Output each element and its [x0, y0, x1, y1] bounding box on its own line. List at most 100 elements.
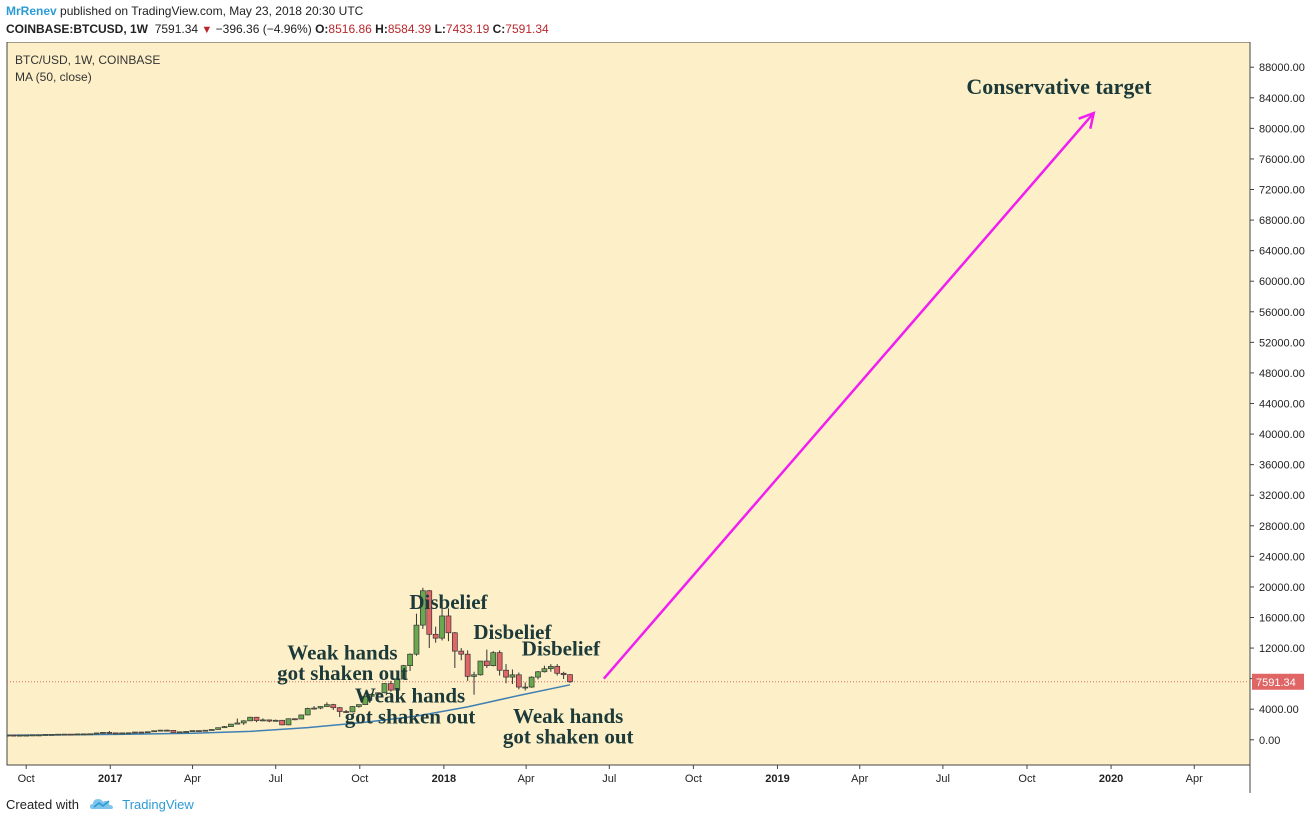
ohlc-line: COINBASE:BTCUSD, 1W 7591.34 ▼ −396.36 (−…	[6, 22, 549, 36]
x-tick-label: Jul	[602, 773, 616, 785]
plot-layer	[7, 587, 1250, 737]
high-label: H:	[375, 22, 388, 36]
plot-area[interactable]	[6, 42, 1251, 766]
candle-down	[253, 716, 260, 722]
y-tick-label: 84000.00	[1259, 93, 1305, 105]
candle-up	[144, 731, 151, 734]
legend-symbol[interactable]: BTC/USD, 1W, COINBASE	[15, 53, 160, 67]
x-tick-label: Apr	[518, 773, 535, 785]
candle-up	[304, 708, 311, 716]
x-tick-label: 2017	[98, 773, 122, 785]
x-axis[interactable]: Oct 2017 Apr Jul Oct 2018 Apr Jul Oct 2019 Apr Jul O…	[18, 765, 1204, 785]
candle-up	[74, 733, 81, 736]
candle-down	[560, 672, 567, 676]
candle-down	[330, 704, 337, 709]
y-tick-label: 88000.00	[1259, 62, 1305, 74]
close-value: 7591.34	[505, 22, 549, 36]
high-value: 8584.39	[387, 22, 432, 36]
open-label: O:	[315, 22, 329, 36]
candle-up	[119, 732, 126, 735]
footer: Created with TradingView	[6, 797, 194, 814]
price-chart[interactable]: 88000.00 84000.00 80000.00 76000.00 72000.00…	[0, 42, 1315, 793]
legend-ma[interactable]: MA (50, close)	[15, 70, 92, 84]
last-price-box	[1252, 673, 1304, 690]
candle-down	[336, 707, 343, 712]
x-tick-label: Oct	[685, 773, 702, 785]
candle-up	[247, 716, 253, 722]
y-tick-label: 20000.00	[1259, 582, 1305, 594]
last-price-label: 7591.34	[1256, 677, 1296, 689]
candle-up	[356, 704, 362, 707]
candle-up	[311, 707, 317, 710]
candle-up	[541, 668, 548, 673]
candle-down	[343, 711, 349, 713]
annotation-label: got shaken out	[277, 661, 408, 685]
annotation-label: Disbelief	[473, 620, 552, 644]
y-tick-label: 48000.00	[1259, 368, 1305, 380]
y-tick-label: 52000.00	[1259, 337, 1305, 349]
last-price-tag: 7591.34	[1252, 673, 1304, 690]
y-tick-label: 72000.00	[1259, 185, 1305, 197]
annotation-label: got shaken out	[345, 705, 476, 729]
candle-up	[221, 726, 228, 729]
annotation-label: got shaken out	[503, 725, 634, 749]
candle-up	[100, 732, 106, 734]
candle-down	[10, 734, 17, 737]
y-tick-label: 40000.00	[1259, 429, 1305, 441]
target-arrow	[602, 112, 1095, 680]
candle-up	[42, 734, 49, 736]
y-tick-label: 4000.00	[1259, 704, 1299, 716]
candle-down	[464, 653, 471, 677]
candle-down	[554, 666, 561, 674]
candle-up	[375, 692, 381, 695]
x-tick-label: Oct	[351, 773, 368, 785]
y-axis[interactable]: 88000.00 84000.00 80000.00 76000.00 72000.00…	[1250, 62, 1305, 747]
created-with-label: Created with	[6, 797, 79, 812]
x-tick-label: Oct	[18, 773, 35, 785]
candle-up	[93, 732, 100, 735]
candle-up	[522, 686, 529, 689]
close-label: C:	[492, 22, 506, 36]
candle-up	[400, 665, 407, 680]
candle-down	[164, 729, 170, 732]
symbol-label[interactable]: COINBASE:BTCUSD, 1W	[6, 22, 149, 36]
x-tick-label: Jul	[269, 773, 283, 785]
author-link[interactable]: MrRenev	[6, 4, 57, 18]
candle-down	[279, 719, 285, 726]
candle-up	[48, 734, 55, 736]
candle-up	[61, 733, 68, 736]
candle-up	[189, 730, 196, 732]
candle-up	[215, 727, 221, 730]
candle-down	[426, 590, 433, 635]
annotations[interactable]: Conservative targetDisbeliefDisbeliefDis…	[277, 74, 1152, 749]
candle-up	[260, 719, 266, 722]
publish-info: published on TradingView.com, May 23, 20…	[60, 4, 364, 18]
candle-up	[157, 729, 164, 732]
y-tick-label: 32000.00	[1259, 490, 1305, 502]
x-tick-label: 2020	[1099, 773, 1123, 785]
candle-up	[125, 732, 132, 735]
candle-up	[439, 615, 445, 639]
candle-up	[368, 693, 375, 697]
candle-up	[509, 674, 516, 678]
x-tick-label: Jul	[936, 773, 950, 785]
x-tick-label: Apr	[1186, 773, 1203, 785]
x-tick-label: 2018	[432, 773, 456, 785]
candle-up	[183, 731, 189, 733]
candle-up	[324, 704, 330, 707]
tradingview-logo-icon	[89, 797, 115, 814]
candle-up	[132, 731, 138, 734]
candle-up	[490, 652, 497, 666]
candle-up	[298, 714, 305, 720]
candle-down	[451, 632, 458, 652]
y-tick-label: 36000.00	[1259, 460, 1305, 472]
x-tick-label: Apr	[184, 773, 201, 785]
candle-up	[23, 734, 30, 737]
annotation-label: Disbelief	[522, 637, 601, 661]
candle-down	[112, 732, 119, 735]
tradingview-link[interactable]: TradingView	[122, 797, 194, 812]
candle-up	[208, 729, 215, 731]
low-label: L:	[434, 22, 446, 36]
candle-up	[381, 683, 388, 694]
candle-up	[471, 674, 477, 677]
